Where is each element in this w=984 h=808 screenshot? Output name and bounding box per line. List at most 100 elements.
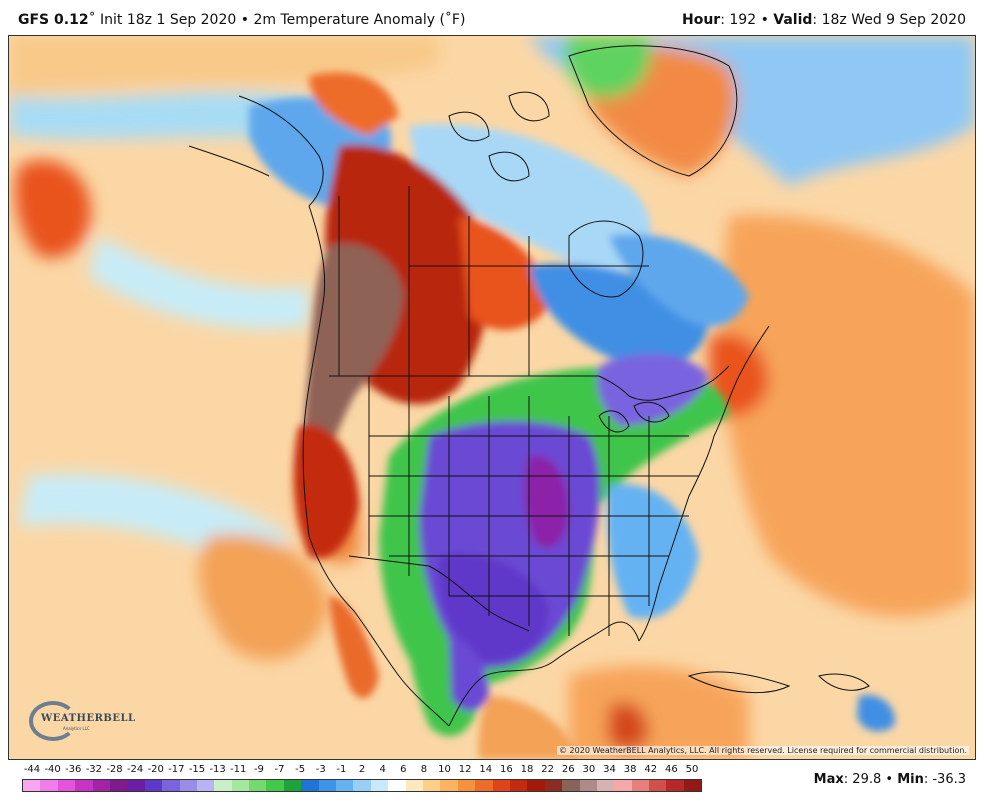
legend-swatch	[249, 780, 267, 791]
alaska-warm	[309, 72, 399, 136]
mexico-cold	[449, 636, 489, 711]
legend-label: -44	[23, 764, 41, 775]
legend-label: 30	[582, 764, 596, 775]
legend-label: -17	[168, 764, 185, 775]
legend-label: 50	[685, 764, 699, 775]
legend-swatch	[544, 780, 563, 791]
legend-swatch	[596, 780, 615, 791]
legend-swatch	[370, 780, 389, 791]
legend-label: 8	[420, 764, 428, 775]
legend-swatch	[527, 780, 545, 791]
legend-label: -7	[274, 764, 285, 775]
great-lakes	[598, 401, 670, 433]
quebec-cool	[609, 234, 749, 327]
logo-ring	[29, 701, 77, 741]
hispaniola	[818, 673, 870, 691]
legend-label: 4	[379, 764, 386, 775]
west-coast-heat	[293, 424, 359, 559]
atlantic-warm	[721, 214, 975, 617]
legend-label: -36	[65, 764, 82, 775]
legend-labels: -44 -40 -36 -32 -28 -24 -20 -17 -15 -13 -11 -9 -7 -5-…	[22, 764, 702, 778]
legend-swatch	[631, 780, 650, 791]
legend-swatch	[475, 780, 493, 791]
model-degree: ˚	[88, 12, 96, 28]
legend-swatch	[666, 780, 684, 791]
valid-value: : 18z Wed 9 Sep 2020	[812, 12, 966, 28]
weatherbell-logo: WEATHERBELL Analytics LLC	[23, 701, 135, 743]
baja-warm	[329, 596, 379, 699]
legend-swatch	[75, 780, 93, 791]
central-america-warm	[478, 696, 579, 759]
stats-separator: •	[881, 772, 898, 787]
coastline-west	[302, 205, 450, 727]
anomaly-map	[9, 36, 975, 759]
legend-label: 6	[400, 764, 407, 775]
subtropic-warm	[198, 534, 329, 661]
legend-colorbar	[22, 779, 702, 792]
political-boundaries	[188, 45, 870, 727]
legend-swatch	[92, 780, 110, 791]
legend-swatch	[683, 780, 702, 791]
legend-swatch	[579, 780, 597, 791]
legend-swatch	[301, 780, 319, 791]
product-name: 2m Temperature Anomaly (˚F)	[253, 12, 466, 28]
legend-label: 14	[479, 764, 493, 775]
legend-swatch	[283, 780, 302, 791]
legend-swatch	[318, 780, 337, 791]
caribbean-cool-spot	[857, 695, 895, 732]
legend-label: 34	[603, 764, 616, 775]
north-pacific-cool	[89, 236, 309, 329]
legend-label: -1	[336, 764, 347, 775]
greenland-coast	[568, 45, 738, 177]
legend-label: -28	[106, 764, 123, 775]
legend-label: -3	[315, 764, 326, 775]
legend-swatch	[109, 780, 128, 791]
canada-north-cool	[409, 124, 651, 276]
legend-swatch	[440, 780, 458, 791]
cuba	[687, 671, 791, 693]
min-value: : -36.3	[923, 772, 966, 787]
legend-label: -9	[253, 764, 264, 775]
logo-wordmark: WEATHERBELL	[41, 713, 136, 724]
legend-label: 22	[541, 764, 554, 775]
legend-swatch	[23, 780, 41, 791]
us-states-grid	[368, 376, 699, 636]
max-label: Max	[813, 772, 844, 787]
hour-value: : 192	[720, 12, 757, 28]
coastline-alaska	[188, 95, 324, 207]
legend-swatch	[144, 780, 163, 791]
legend-swatch	[214, 780, 232, 791]
legend-label: -20	[147, 764, 164, 775]
valid-info: Hour: 192 • Valid: 18z Wed 9 Sep 2020	[682, 12, 966, 28]
legend-swatch	[196, 780, 215, 791]
legend-swatch	[179, 780, 197, 791]
legend-label: 42	[644, 764, 658, 775]
pacific-warm-core	[15, 160, 91, 258]
legend-swatch	[40, 780, 58, 791]
us-canada-border	[329, 365, 730, 401]
legend-label: 16	[500, 764, 513, 775]
legend-swatch	[509, 780, 528, 791]
caribbean-hot	[607, 702, 649, 751]
model-name: GFS 0.12	[18, 12, 89, 28]
legend-swatch	[127, 780, 145, 791]
max-value: : 29.8	[843, 772, 882, 787]
legend-swatch	[266, 780, 284, 791]
coastline-east	[638, 325, 770, 642]
min-label: Min	[897, 772, 924, 787]
legend-swatch	[353, 780, 371, 791]
logo-sub: Analytics LLC	[63, 726, 90, 731]
legend-label: 38	[623, 764, 637, 775]
hour-label: Hour	[682, 12, 721, 28]
legend-label: 12	[458, 764, 472, 775]
map-panel: WEATHERBELL Analytics LLC © 2020 Weather…	[8, 35, 976, 760]
arctic-islands	[448, 91, 550, 182]
southeast-cool	[607, 484, 699, 619]
legend-swatch	[457, 780, 476, 791]
hudson-bay	[568, 220, 644, 298]
legend-label: 46	[665, 764, 678, 775]
legend-swatch	[388, 780, 406, 791]
legend-label: 26	[561, 764, 575, 775]
great-lakes-cold	[597, 353, 709, 426]
legend-label: 2	[358, 764, 366, 775]
